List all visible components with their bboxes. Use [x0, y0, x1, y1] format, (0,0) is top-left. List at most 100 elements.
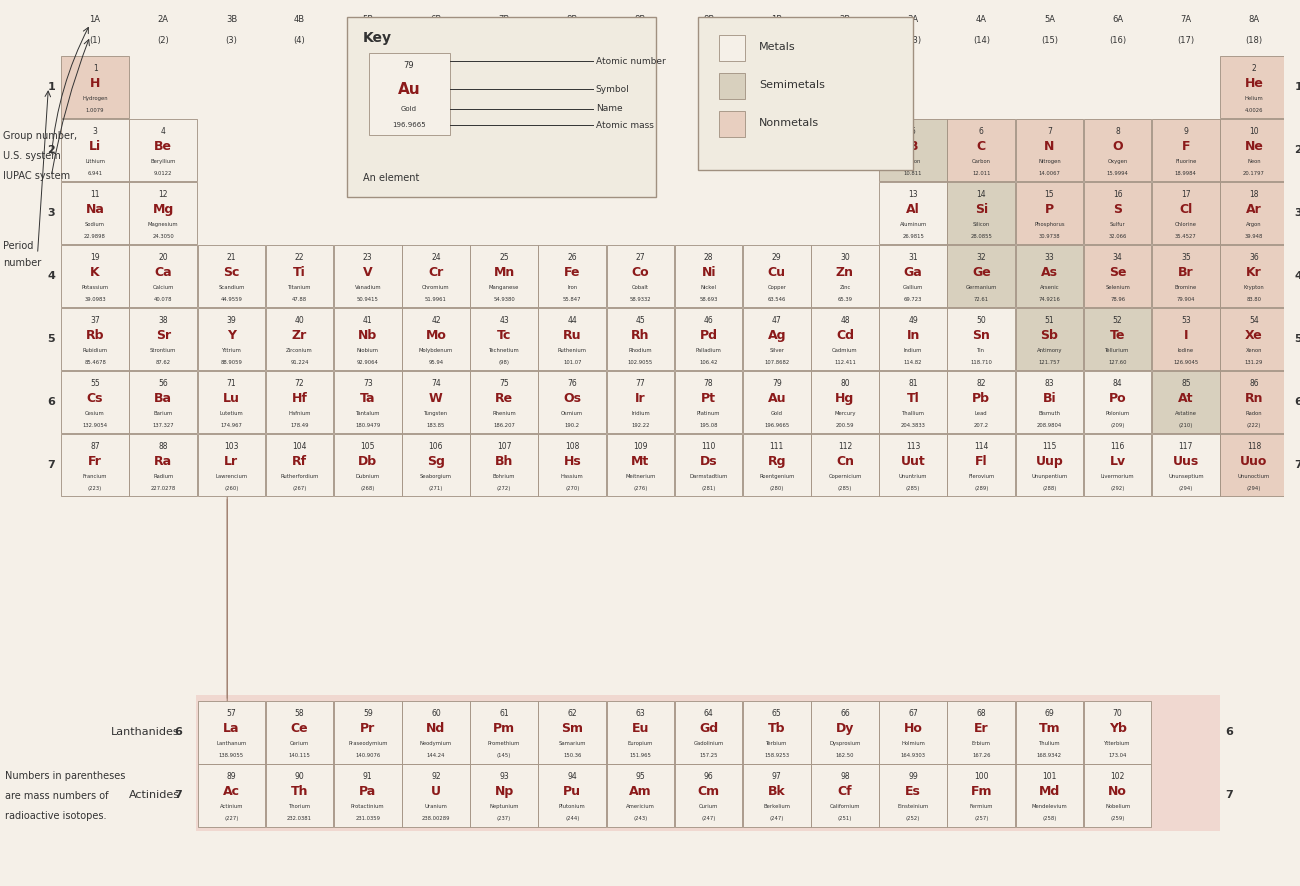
FancyBboxPatch shape [744, 701, 811, 764]
Text: Cobalt: Cobalt [632, 285, 649, 290]
Text: Hs: Hs [563, 455, 581, 468]
Text: Helium: Helium [1244, 96, 1264, 101]
Text: 85.4678: 85.4678 [84, 360, 107, 365]
Text: Fm: Fm [971, 785, 992, 798]
Text: 55.847: 55.847 [563, 297, 581, 302]
Text: 117: 117 [1179, 442, 1193, 451]
Text: 78.96: 78.96 [1110, 297, 1126, 302]
Text: Ru: Ru [563, 329, 581, 342]
Text: Copernicium: Copernicium [828, 474, 862, 479]
FancyBboxPatch shape [1015, 371, 1083, 433]
Text: Strontium: Strontium [150, 348, 177, 353]
FancyBboxPatch shape [607, 701, 675, 764]
Text: Mg: Mg [152, 203, 174, 216]
Text: Niobium: Niobium [356, 348, 378, 353]
Text: 102: 102 [1110, 772, 1124, 781]
FancyBboxPatch shape [811, 308, 879, 370]
Text: 26: 26 [568, 253, 577, 262]
Text: Copper: Copper [767, 285, 786, 290]
Text: Pm: Pm [493, 722, 515, 735]
Text: 44: 44 [567, 316, 577, 325]
Text: (267): (267) [292, 486, 307, 491]
Text: Osmium: Osmium [562, 411, 584, 416]
Text: Lawrencium: Lawrencium [216, 474, 247, 479]
Text: U.S. system: U.S. system [3, 151, 61, 161]
Text: (17): (17) [1178, 36, 1195, 45]
Text: Nitrogen: Nitrogen [1039, 159, 1061, 164]
Text: Md: Md [1039, 785, 1060, 798]
Text: 47: 47 [772, 316, 781, 325]
Text: Berkelium: Berkelium [763, 804, 790, 809]
Text: Gallium: Gallium [903, 285, 923, 290]
Text: (7): (7) [498, 36, 510, 45]
Text: 33: 33 [1045, 253, 1054, 262]
Text: 50: 50 [976, 316, 987, 325]
FancyBboxPatch shape [130, 245, 198, 307]
Text: B: B [909, 140, 918, 153]
Text: 32.066: 32.066 [1109, 234, 1127, 239]
Text: Os: Os [563, 392, 581, 405]
Text: (13): (13) [905, 36, 922, 45]
Text: Sodium: Sodium [84, 222, 105, 227]
Text: Americium: Americium [627, 804, 655, 809]
Text: 66: 66 [840, 709, 850, 719]
Text: (6): (6) [430, 36, 442, 45]
Text: 104: 104 [292, 442, 307, 451]
Text: Hg: Hg [836, 392, 854, 405]
Text: Au: Au [398, 82, 420, 97]
Text: 7: 7 [174, 790, 182, 800]
Text: 5B: 5B [363, 15, 373, 24]
Text: 8B: 8B [703, 15, 714, 24]
FancyBboxPatch shape [1084, 434, 1152, 496]
Text: 103: 103 [224, 442, 239, 451]
Text: Nickel: Nickel [701, 285, 716, 290]
Text: Th: Th [291, 785, 308, 798]
Text: (145): (145) [497, 753, 511, 758]
Text: 50.9415: 50.9415 [356, 297, 378, 302]
FancyBboxPatch shape [61, 308, 129, 370]
Text: 6A: 6A [1112, 15, 1123, 24]
Text: 38: 38 [159, 316, 168, 325]
FancyBboxPatch shape [195, 695, 1219, 830]
Text: (8): (8) [567, 36, 578, 45]
Text: (247): (247) [702, 816, 716, 820]
Text: Uup: Uup [1036, 455, 1063, 468]
Text: Xe: Xe [1245, 329, 1262, 342]
FancyBboxPatch shape [607, 245, 675, 307]
Text: (16): (16) [1109, 36, 1126, 45]
Text: 28: 28 [703, 253, 714, 262]
Text: (3): (3) [225, 36, 238, 45]
Text: 34: 34 [1113, 253, 1122, 262]
Text: Kr: Kr [1247, 266, 1262, 279]
FancyBboxPatch shape [1152, 434, 1219, 496]
Text: (276): (276) [633, 486, 647, 491]
FancyBboxPatch shape [334, 764, 402, 827]
FancyBboxPatch shape [402, 701, 469, 764]
FancyBboxPatch shape [811, 245, 879, 307]
Text: 51.9961: 51.9961 [425, 297, 447, 302]
FancyBboxPatch shape [130, 119, 198, 182]
Text: (285): (285) [906, 486, 920, 491]
Text: 17: 17 [1180, 190, 1191, 199]
Text: Fe: Fe [564, 266, 581, 279]
Text: Key: Key [363, 31, 391, 45]
Text: Ta: Ta [360, 392, 376, 405]
Text: Actinides: Actinides [129, 790, 179, 800]
FancyBboxPatch shape [198, 764, 265, 827]
FancyBboxPatch shape [130, 182, 198, 245]
Text: W: W [429, 392, 443, 405]
FancyBboxPatch shape [61, 371, 129, 433]
FancyBboxPatch shape [61, 182, 129, 245]
Text: 63: 63 [636, 709, 645, 719]
Text: 116: 116 [1110, 442, 1124, 451]
Text: Lu: Lu [224, 392, 240, 405]
Text: Ununoctium: Ununoctium [1238, 474, 1270, 479]
Text: Ununseptium: Ununseptium [1167, 474, 1204, 479]
Text: Po: Po [1109, 392, 1127, 405]
Text: 86: 86 [1249, 379, 1258, 388]
Text: 31: 31 [909, 253, 918, 262]
Text: Phosphorus: Phosphorus [1035, 222, 1065, 227]
Text: 106: 106 [429, 442, 443, 451]
Text: 106.42: 106.42 [699, 360, 718, 365]
Text: C: C [976, 140, 985, 153]
